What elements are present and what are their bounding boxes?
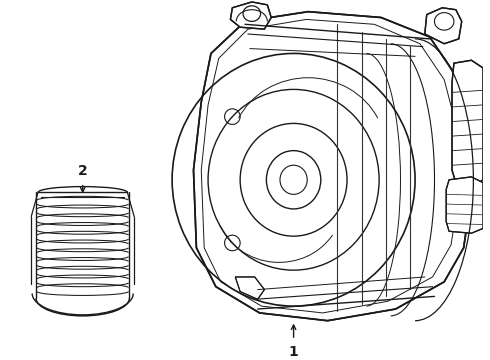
Polygon shape [452, 60, 483, 186]
Polygon shape [446, 177, 483, 233]
Polygon shape [230, 2, 271, 29]
Polygon shape [235, 277, 265, 299]
Polygon shape [194, 12, 471, 321]
Text: 2: 2 [78, 164, 88, 178]
Text: 1: 1 [289, 345, 298, 359]
Polygon shape [425, 8, 462, 44]
